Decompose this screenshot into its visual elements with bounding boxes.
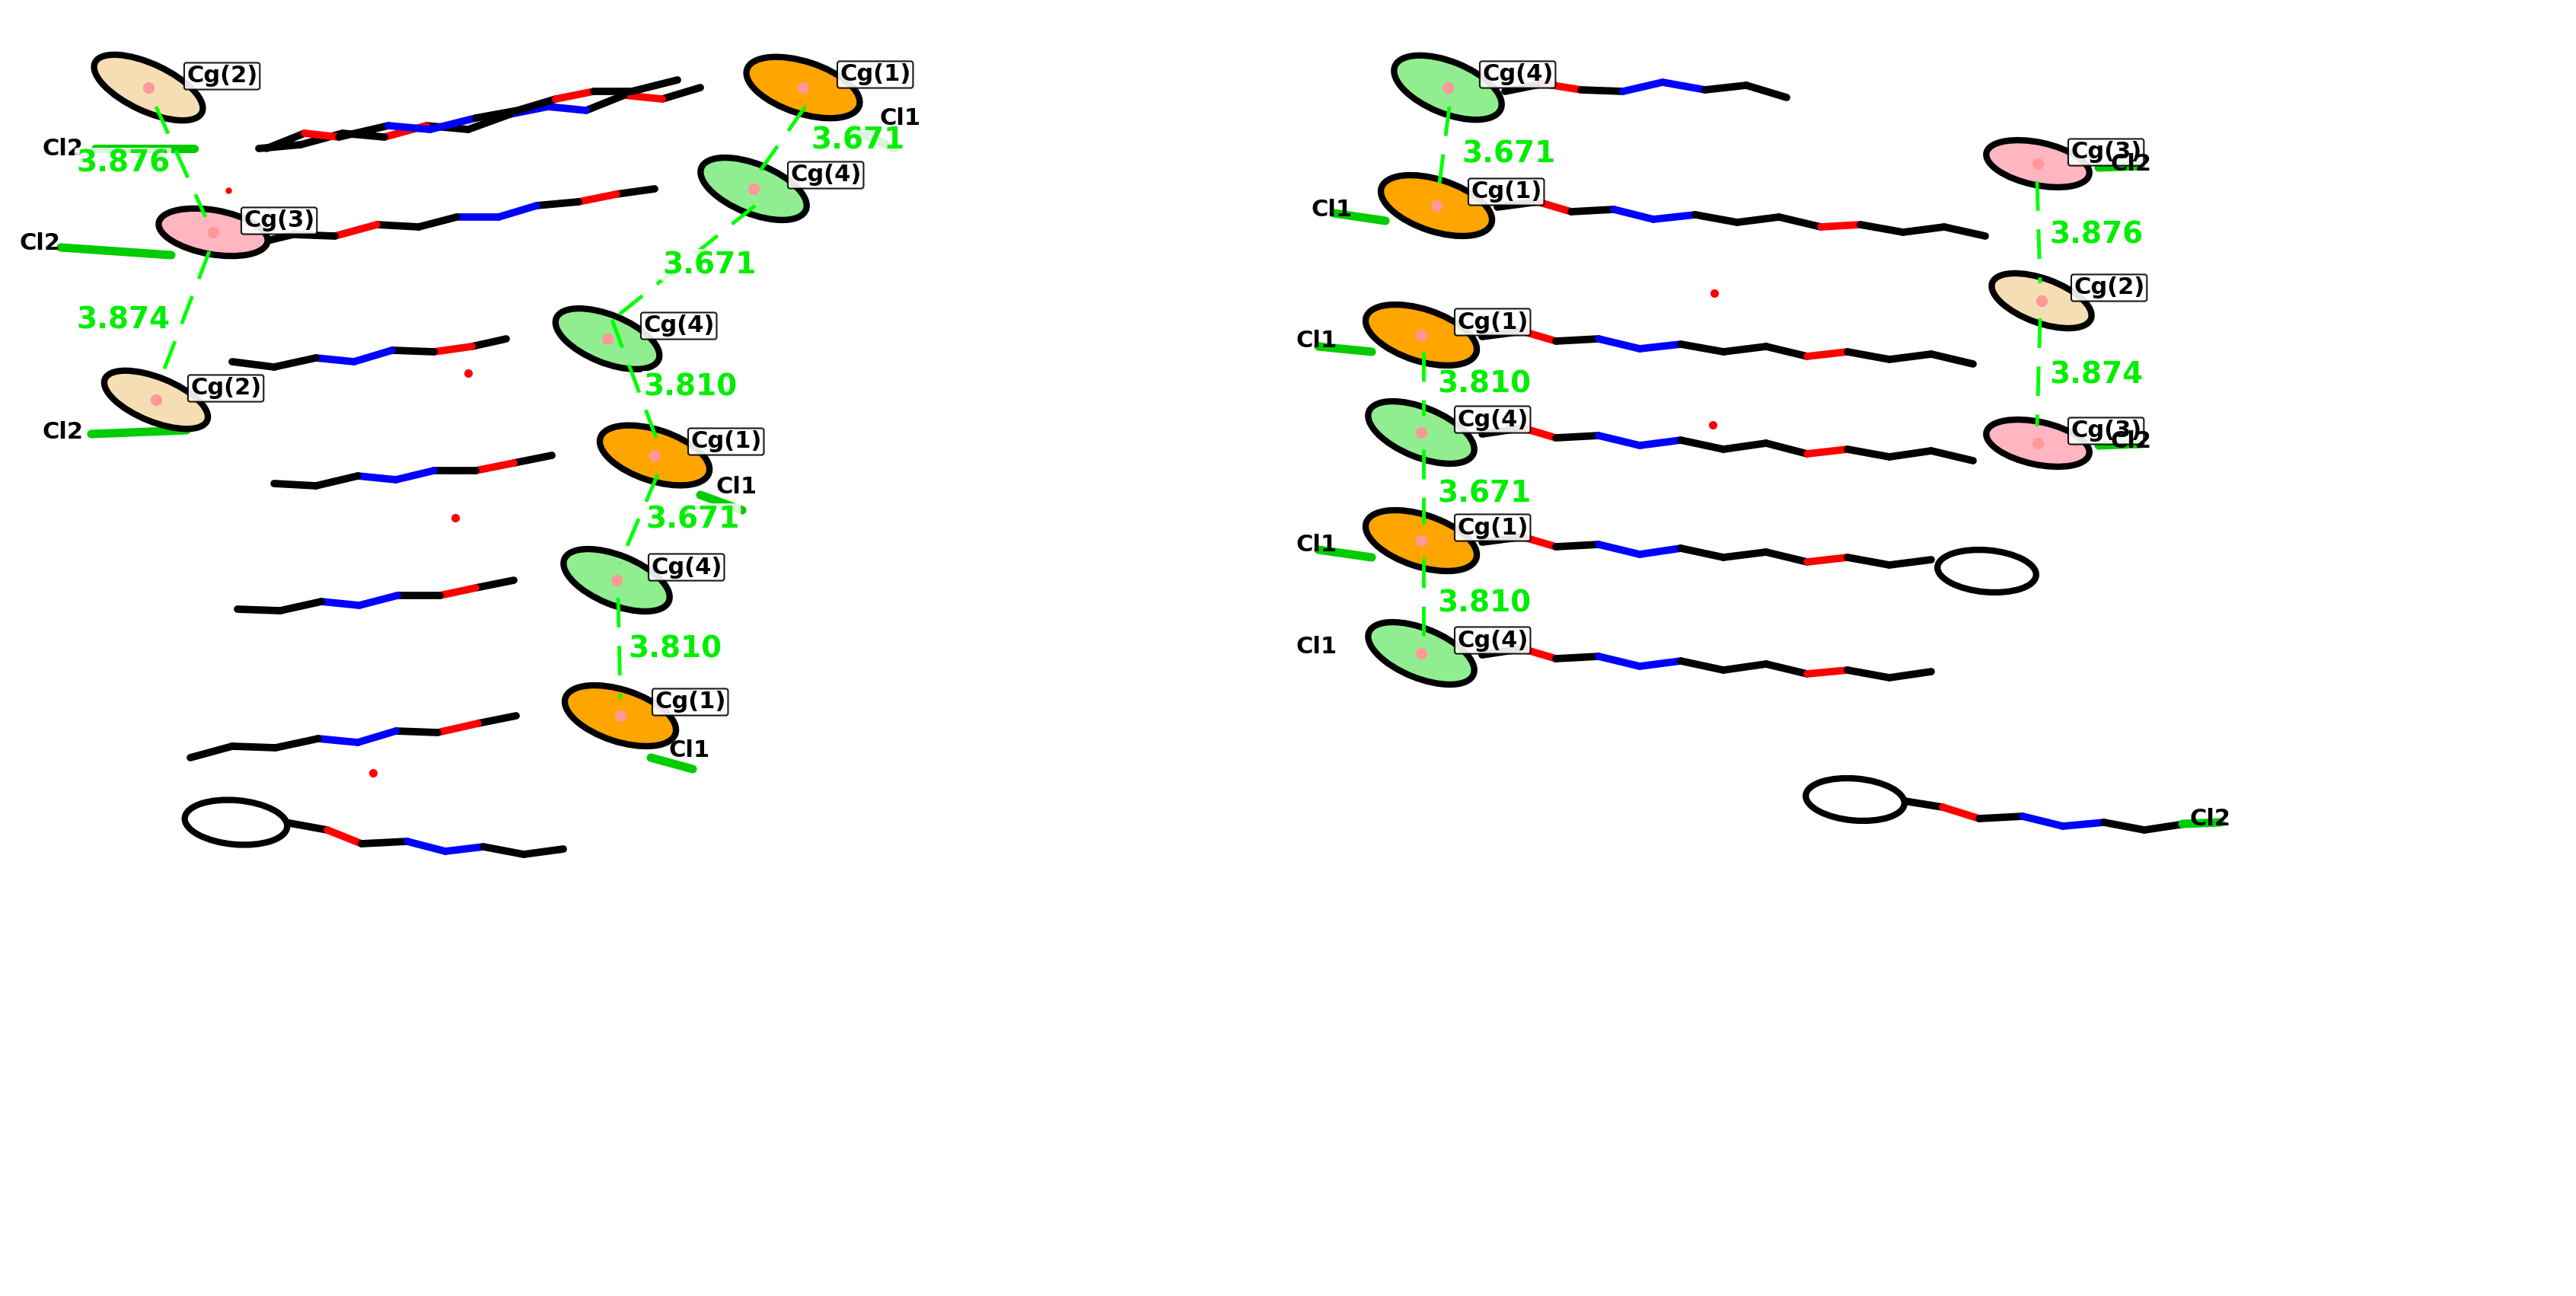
- Text: 3.671: 3.671: [1437, 480, 1530, 508]
- Text: 3.810: 3.810: [1437, 371, 1530, 399]
- Text: Cg(3): Cg(3): [245, 210, 314, 232]
- Text: Cg(4): Cg(4): [1458, 408, 1528, 430]
- Text: 3.810: 3.810: [644, 372, 737, 402]
- Text: Cg(1): Cg(1): [654, 691, 726, 713]
- Ellipse shape: [1381, 175, 1492, 236]
- Text: 3.671: 3.671: [662, 250, 757, 280]
- Ellipse shape: [1806, 778, 1904, 820]
- Ellipse shape: [747, 57, 860, 118]
- Ellipse shape: [600, 425, 708, 485]
- Text: Cl1: Cl1: [667, 739, 708, 761]
- Text: Cg(2): Cg(2): [185, 65, 258, 87]
- Text: Cl1: Cl1: [1296, 534, 1337, 556]
- Text: Cg(1): Cg(1): [1458, 311, 1528, 333]
- Ellipse shape: [1991, 273, 2092, 328]
- Text: Cl2: Cl2: [41, 137, 82, 159]
- Text: Cg(4): Cg(4): [791, 165, 860, 187]
- Ellipse shape: [556, 308, 659, 369]
- Text: Cl2: Cl2: [2110, 430, 2151, 452]
- Text: 3.671: 3.671: [1461, 140, 1556, 168]
- Text: Cg(2): Cg(2): [2074, 277, 2146, 299]
- Text: Cl2: Cl2: [2110, 153, 2151, 175]
- Ellipse shape: [185, 800, 286, 845]
- Ellipse shape: [1365, 305, 1476, 365]
- Text: 3.671: 3.671: [647, 505, 739, 534]
- Text: Cg(4): Cg(4): [1481, 64, 1553, 86]
- Text: Cg(3): Cg(3): [2071, 420, 2141, 442]
- Text: Cg(4): Cg(4): [644, 315, 714, 337]
- Text: Cg(2): Cg(2): [191, 377, 260, 399]
- Text: Cg(1): Cg(1): [690, 430, 762, 452]
- Text: 3.671: 3.671: [811, 127, 904, 156]
- Ellipse shape: [701, 158, 806, 220]
- Text: 3.810: 3.810: [629, 634, 721, 664]
- Text: Cl2: Cl2: [41, 421, 82, 443]
- Text: Cg(4): Cg(4): [652, 556, 721, 578]
- Ellipse shape: [1394, 56, 1502, 119]
- Ellipse shape: [1365, 511, 1476, 572]
- Ellipse shape: [1368, 622, 1473, 684]
- Text: 3.874: 3.874: [2050, 360, 2143, 389]
- Ellipse shape: [1937, 550, 2035, 592]
- Ellipse shape: [564, 686, 675, 746]
- Text: 3.874: 3.874: [77, 306, 170, 334]
- Text: Cg(3): Cg(3): [2071, 141, 2141, 163]
- Text: Cl1: Cl1: [1311, 198, 1352, 220]
- Text: Cl1: Cl1: [878, 108, 920, 130]
- Ellipse shape: [103, 371, 209, 429]
- Text: Cl1: Cl1: [716, 477, 757, 499]
- Text: Cl1: Cl1: [1296, 636, 1337, 658]
- Ellipse shape: [1986, 420, 2089, 467]
- Ellipse shape: [1986, 140, 2089, 187]
- Text: Cg(1): Cg(1): [840, 64, 912, 86]
- Ellipse shape: [564, 550, 670, 612]
- Ellipse shape: [1368, 402, 1473, 464]
- Text: Cg(1): Cg(1): [1458, 517, 1528, 539]
- Text: Cl1: Cl1: [1296, 330, 1337, 353]
- Ellipse shape: [95, 54, 204, 121]
- Text: Cg(4): Cg(4): [1458, 630, 1528, 652]
- Text: Cg(1): Cg(1): [1471, 181, 1543, 203]
- Text: Cl2: Cl2: [18, 232, 59, 255]
- Text: 3.876: 3.876: [77, 149, 170, 178]
- Text: 3.810: 3.810: [1437, 590, 1530, 618]
- Text: 3.876: 3.876: [2050, 220, 2143, 249]
- Ellipse shape: [160, 209, 268, 257]
- Text: Cl2: Cl2: [2190, 807, 2231, 829]
